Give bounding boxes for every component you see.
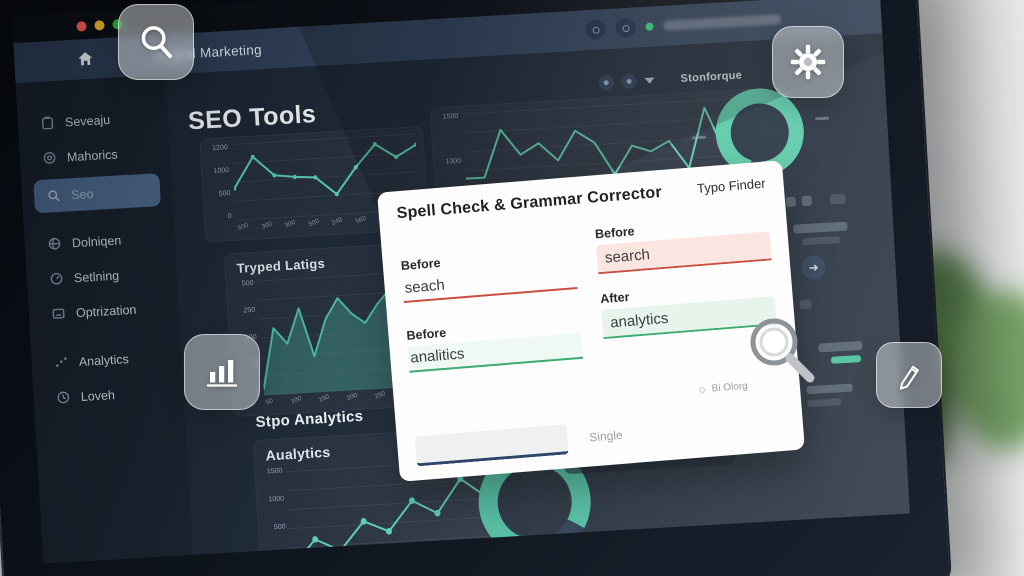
chart-controls [598, 72, 655, 91]
badge-sublabel-blurred [807, 398, 842, 408]
sidebar-item-loveh[interactable]: Loveh [33, 373, 185, 417]
navbar-button[interactable] [585, 19, 607, 41]
clipboard-icon [41, 116, 54, 130]
settings-fab-button[interactable] [772, 26, 844, 98]
chart-option-button[interactable] [621, 73, 638, 90]
spell-check-modal: Spell Check & Grammar Corrector Typo Fin… [377, 160, 805, 482]
sidebar-item-dolniqen[interactable]: Dolniqen [24, 219, 176, 263]
sidebar-item-seo-active[interactable]: Seo [33, 173, 162, 214]
input-placeholder: Single [588, 427, 624, 445]
online-status-dot [645, 22, 654, 31]
analytics-fab-button[interactable] [184, 334, 260, 410]
typo-finder-label: Typo Finder [696, 175, 767, 197]
bar-chart-icon [207, 360, 237, 387]
sidebar: Seveaju Mahorics Seo Dolniqen [15, 74, 194, 564]
sidebar-item-analytics[interactable]: Analytics [31, 338, 183, 382]
page-title: SEO Tools [187, 100, 317, 136]
stat-icon [829, 193, 847, 205]
before-field: Before seach [400, 245, 578, 303]
home-icon[interactable] [76, 50, 95, 69]
search-icon [141, 26, 173, 59]
sidebar-item-setlning[interactable]: Setlning [26, 254, 178, 298]
tick-dash [814, 116, 830, 121]
gauge-icon [50, 272, 63, 285]
navbar: Digital Marketing [13, 0, 883, 84]
stat-icon [799, 299, 813, 310]
next-arrow-button[interactable]: ➜ [800, 254, 827, 281]
stat-value-blurred [793, 221, 848, 234]
pencil-icon [899, 365, 919, 390]
scatter-icon [55, 357, 67, 367]
stat-label-blurred [801, 236, 841, 246]
stat-icon[interactable] [785, 196, 797, 208]
sidebar-item-seveaju[interactable]: Seveaju [17, 99, 169, 143]
stat-icon[interactable] [801, 195, 813, 207]
edit-fab-button[interactable] [876, 342, 942, 408]
globe-icon [48, 237, 61, 250]
window-icon [52, 308, 65, 319]
close-window-button[interactable] [76, 21, 87, 32]
sidebar-item-mahorics[interactable]: Mahorics [19, 134, 171, 178]
donut-chart-label: Stonforque [680, 69, 743, 85]
account-label-blurred [663, 14, 782, 31]
before-field: Before analitics [406, 315, 584, 373]
sidebar-item-optrization[interactable]: Optrization [28, 289, 180, 333]
chevron-down-icon[interactable] [644, 76, 655, 84]
footer-note: ◇ Bi Olorg [698, 380, 749, 395]
stat-value-blurred [818, 340, 863, 353]
search-fab-button[interactable] [118, 4, 194, 80]
before-field: Before search [595, 213, 772, 275]
line-chart [231, 132, 420, 221]
magnifier-graphic [750, 318, 815, 383]
chart-option-button[interactable] [598, 74, 615, 91]
navbar-button[interactable] [614, 17, 637, 39]
single-input[interactable] [414, 424, 569, 467]
gear-icon [790, 44, 826, 80]
stat-delta-positive [830, 355, 862, 364]
diamond-icon: ◇ [698, 384, 707, 395]
search-icon [48, 190, 60, 202]
clock-icon [57, 391, 70, 404]
target-icon [43, 152, 56, 164]
minimize-window-button[interactable] [94, 20, 105, 31]
